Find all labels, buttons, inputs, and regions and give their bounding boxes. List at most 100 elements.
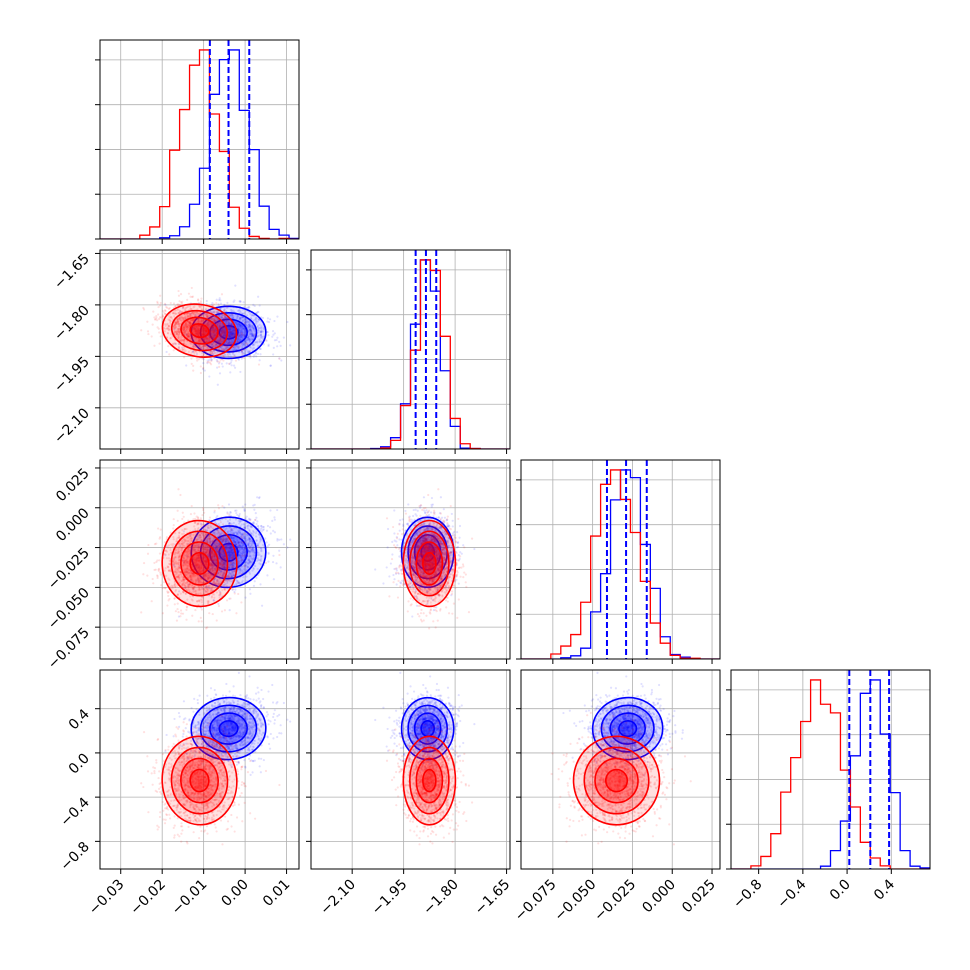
sample-point (228, 362, 231, 366)
sample-point (246, 326, 250, 329)
sample-point (174, 342, 177, 345)
sample-point (238, 324, 242, 327)
sample-point (243, 508, 246, 511)
sample-point (172, 527, 175, 530)
sample-point (202, 329, 205, 332)
sample-point (161, 586, 164, 590)
sample-point (212, 326, 215, 329)
sample-point (237, 326, 240, 329)
sample-point (271, 330, 275, 333)
sample-point (241, 333, 244, 337)
sample-point (220, 332, 223, 335)
sample-point (158, 316, 162, 319)
sample-point (181, 346, 184, 349)
sample-point (254, 316, 257, 319)
sample-point (250, 326, 253, 329)
sample-point (228, 341, 231, 344)
sample-point (223, 506, 226, 509)
sample-point (226, 345, 230, 348)
sample-point (218, 315, 221, 318)
sample-point (224, 331, 227, 334)
sample-point (181, 612, 185, 615)
sample-point (230, 339, 233, 342)
sample-point (210, 359, 213, 363)
sample-point (273, 319, 276, 323)
sample-point (252, 314, 255, 317)
sample-point (221, 523, 225, 526)
sample-point (229, 330, 232, 333)
sample-point (259, 336, 263, 340)
sample-point (175, 321, 178, 324)
sample-point (237, 336, 241, 340)
sample-point (212, 344, 216, 348)
sample-point (260, 530, 263, 533)
sample-point (247, 305, 250, 308)
sample-point (211, 352, 214, 355)
sample-point (219, 323, 222, 326)
sample-point (256, 520, 259, 523)
sample-point (276, 539, 279, 542)
sample-point (249, 349, 252, 352)
sample-point (267, 560, 270, 563)
sample-point (253, 580, 256, 583)
sample-point (195, 352, 199, 356)
sample-point (253, 508, 256, 511)
sample-point (267, 344, 270, 348)
sample-point (250, 331, 254, 334)
sample-point (172, 524, 175, 527)
sample-point (273, 339, 277, 342)
sample-point (248, 354, 252, 357)
sample-point (205, 322, 209, 326)
sample-point (273, 332, 276, 335)
sample-point (255, 576, 258, 579)
sample-point (233, 592, 236, 595)
sample-point (244, 341, 247, 344)
sample-point (211, 343, 214, 346)
sample-point (275, 562, 278, 565)
sample-point (219, 299, 222, 302)
sample-point (213, 319, 216, 322)
sample-point (256, 341, 259, 344)
sample-point (229, 333, 232, 336)
sample-point (232, 364, 236, 367)
sample-point (229, 326, 232, 329)
sample-point (142, 308, 146, 311)
sample-point (249, 326, 252, 330)
sample-point (191, 295, 194, 299)
sample-point (234, 348, 237, 351)
sample-point (202, 506, 205, 510)
sample-point (239, 335, 242, 339)
sample-point (228, 328, 231, 331)
sample-point (236, 344, 239, 347)
sample-point (260, 327, 263, 330)
sample-point (205, 336, 209, 339)
sample-point (219, 321, 222, 324)
sample-point (228, 333, 231, 337)
sample-point (184, 314, 187, 318)
sample-point (183, 356, 186, 359)
sample-point (237, 346, 240, 349)
sample-point (260, 525, 263, 528)
sample-point (190, 286, 193, 290)
sample-point (215, 343, 218, 347)
sample-point (219, 315, 222, 318)
sample-point (244, 339, 247, 342)
sample-point (246, 344, 250, 348)
sample-point (245, 321, 248, 324)
sample-point (140, 329, 143, 332)
sample-point (222, 347, 225, 350)
sample-point (227, 339, 231, 342)
sample-point (159, 294, 162, 297)
sample-point (229, 314, 232, 318)
sample-point (245, 349, 248, 352)
sample-point (188, 312, 191, 315)
sample-point (265, 541, 268, 544)
sample-point (232, 333, 236, 336)
sample-point (282, 336, 285, 339)
sample-point (252, 334, 255, 337)
sample-point (223, 348, 226, 351)
sample-point (226, 354, 229, 357)
sample-point (206, 322, 210, 325)
sample-point (239, 339, 242, 342)
sample-point (240, 326, 243, 329)
